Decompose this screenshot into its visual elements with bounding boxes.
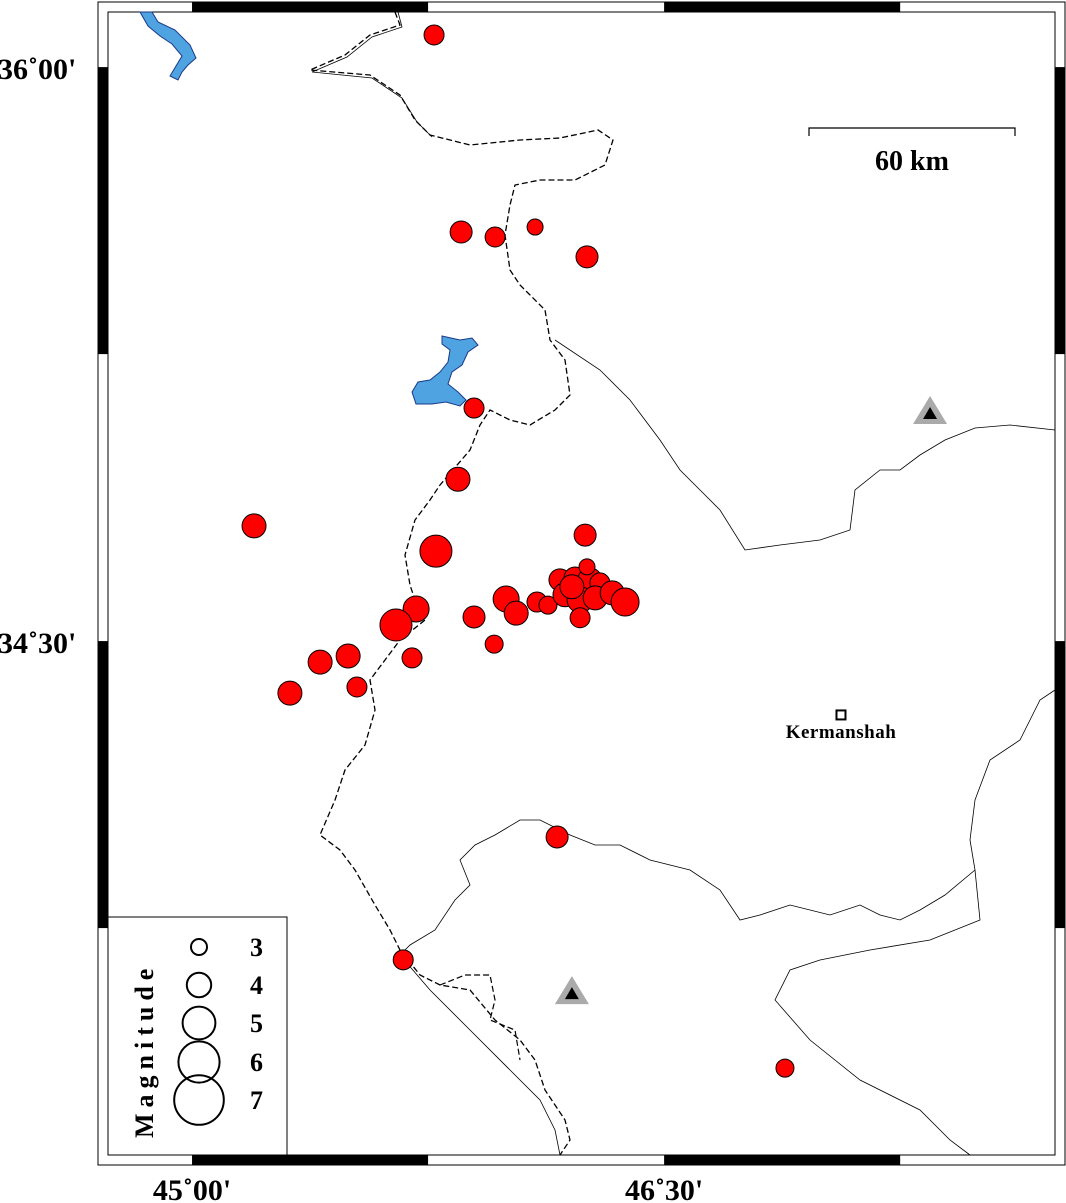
- earthquake-event: [419, 534, 453, 568]
- frame-bar: [664, 1155, 901, 1165]
- earthquake-event: [578, 558, 596, 576]
- legend-title: Magnitude: [130, 963, 159, 1138]
- x-tick-label: 46˚30': [625, 1174, 703, 1203]
- legend-label: 7: [250, 1086, 263, 1115]
- frame-bar: [1055, 67, 1065, 355]
- city-label: Kermanshah: [786, 722, 897, 743]
- axis-labels: 45˚00' 46˚30' 36˚00' 34˚30': [0, 53, 703, 1203]
- y-tick-label: 34˚30': [0, 627, 76, 660]
- earthquake-event: [610, 587, 640, 617]
- earthquake-event: [569, 607, 591, 629]
- earthquake-event: [402, 595, 430, 623]
- station-triangle-icon: [913, 396, 948, 425]
- frame-bar: [192, 2, 429, 12]
- frame-bar: [192, 1155, 429, 1165]
- y-tick-label: 36˚00': [0, 53, 76, 86]
- earthquake-event: [503, 600, 529, 626]
- scale-bar-label: 60 km: [875, 146, 949, 177]
- earthquake-event: [526, 218, 544, 236]
- border-secondary: [439, 974, 521, 1061]
- earthquake-event: [573, 523, 597, 547]
- x-tick-label: 45˚00': [153, 1174, 231, 1203]
- earthquake-event: [559, 574, 585, 600]
- legend-circle: [185, 971, 213, 999]
- earthquake-event: [463, 397, 485, 419]
- earthquake-event: [401, 647, 423, 669]
- lake-north: [139, 11, 197, 81]
- legend-circle: [190, 938, 208, 956]
- earthquake-event: [484, 634, 504, 654]
- legend-label: 3: [250, 933, 263, 962]
- earthquake-events: [241, 24, 795, 1078]
- earthquake-event: [277, 680, 303, 706]
- earthquake-event: [392, 949, 414, 971]
- frame-bar: [98, 67, 108, 355]
- legend-label: 4: [250, 971, 263, 1000]
- province-line: [311, 11, 433, 138]
- international-border: [309, 11, 614, 1156]
- map-frame: [97, 1, 1066, 1166]
- legend-label: 5: [250, 1009, 263, 1038]
- province-line: [399, 689, 1056, 956]
- province-line: [399, 954, 561, 1156]
- earthquake-event: [241, 513, 267, 539]
- city-marker: [835, 709, 847, 721]
- legend-label: 6: [250, 1048, 263, 1077]
- province-line: [774, 869, 981, 1156]
- earthquake-event: [545, 825, 569, 849]
- earthquake-event: [423, 24, 445, 46]
- earthquake-event: [307, 649, 333, 675]
- seismic-stations: [554, 396, 948, 1005]
- frame-bar: [98, 641, 108, 929]
- earthquake-event: [445, 466, 471, 492]
- earthquake-event: [484, 226, 506, 248]
- earthquake-event: [462, 605, 486, 629]
- scale-bar-line: [808, 127, 1016, 136]
- earthquake-event: [346, 676, 368, 698]
- station-triangle-icon: [554, 976, 589, 1005]
- earthquake-event: [775, 1058, 795, 1078]
- magnitude-legend: Magnitude 3 4 5 6 7: [107, 916, 288, 1156]
- lake-middle: [411, 335, 479, 407]
- frame-bar: [1055, 641, 1065, 929]
- legend-circle: [181, 1005, 217, 1041]
- frame-bar: [664, 2, 901, 12]
- city-kermanshah: Kermanshah: [786, 709, 897, 743]
- borders: [309, 11, 1056, 1156]
- legend-circle: [173, 1074, 225, 1126]
- legend-circle: [177, 1040, 221, 1084]
- earthquake-event: [575, 245, 599, 269]
- scale-bar: 60 km: [808, 127, 1016, 177]
- earthquake-event: [335, 643, 361, 669]
- province-line: [554, 339, 1056, 551]
- earthquake-event: [449, 220, 473, 244]
- earthquake-event: [379, 608, 413, 642]
- water-bodies: [139, 11, 479, 407]
- earthquake-event: [538, 595, 558, 615]
